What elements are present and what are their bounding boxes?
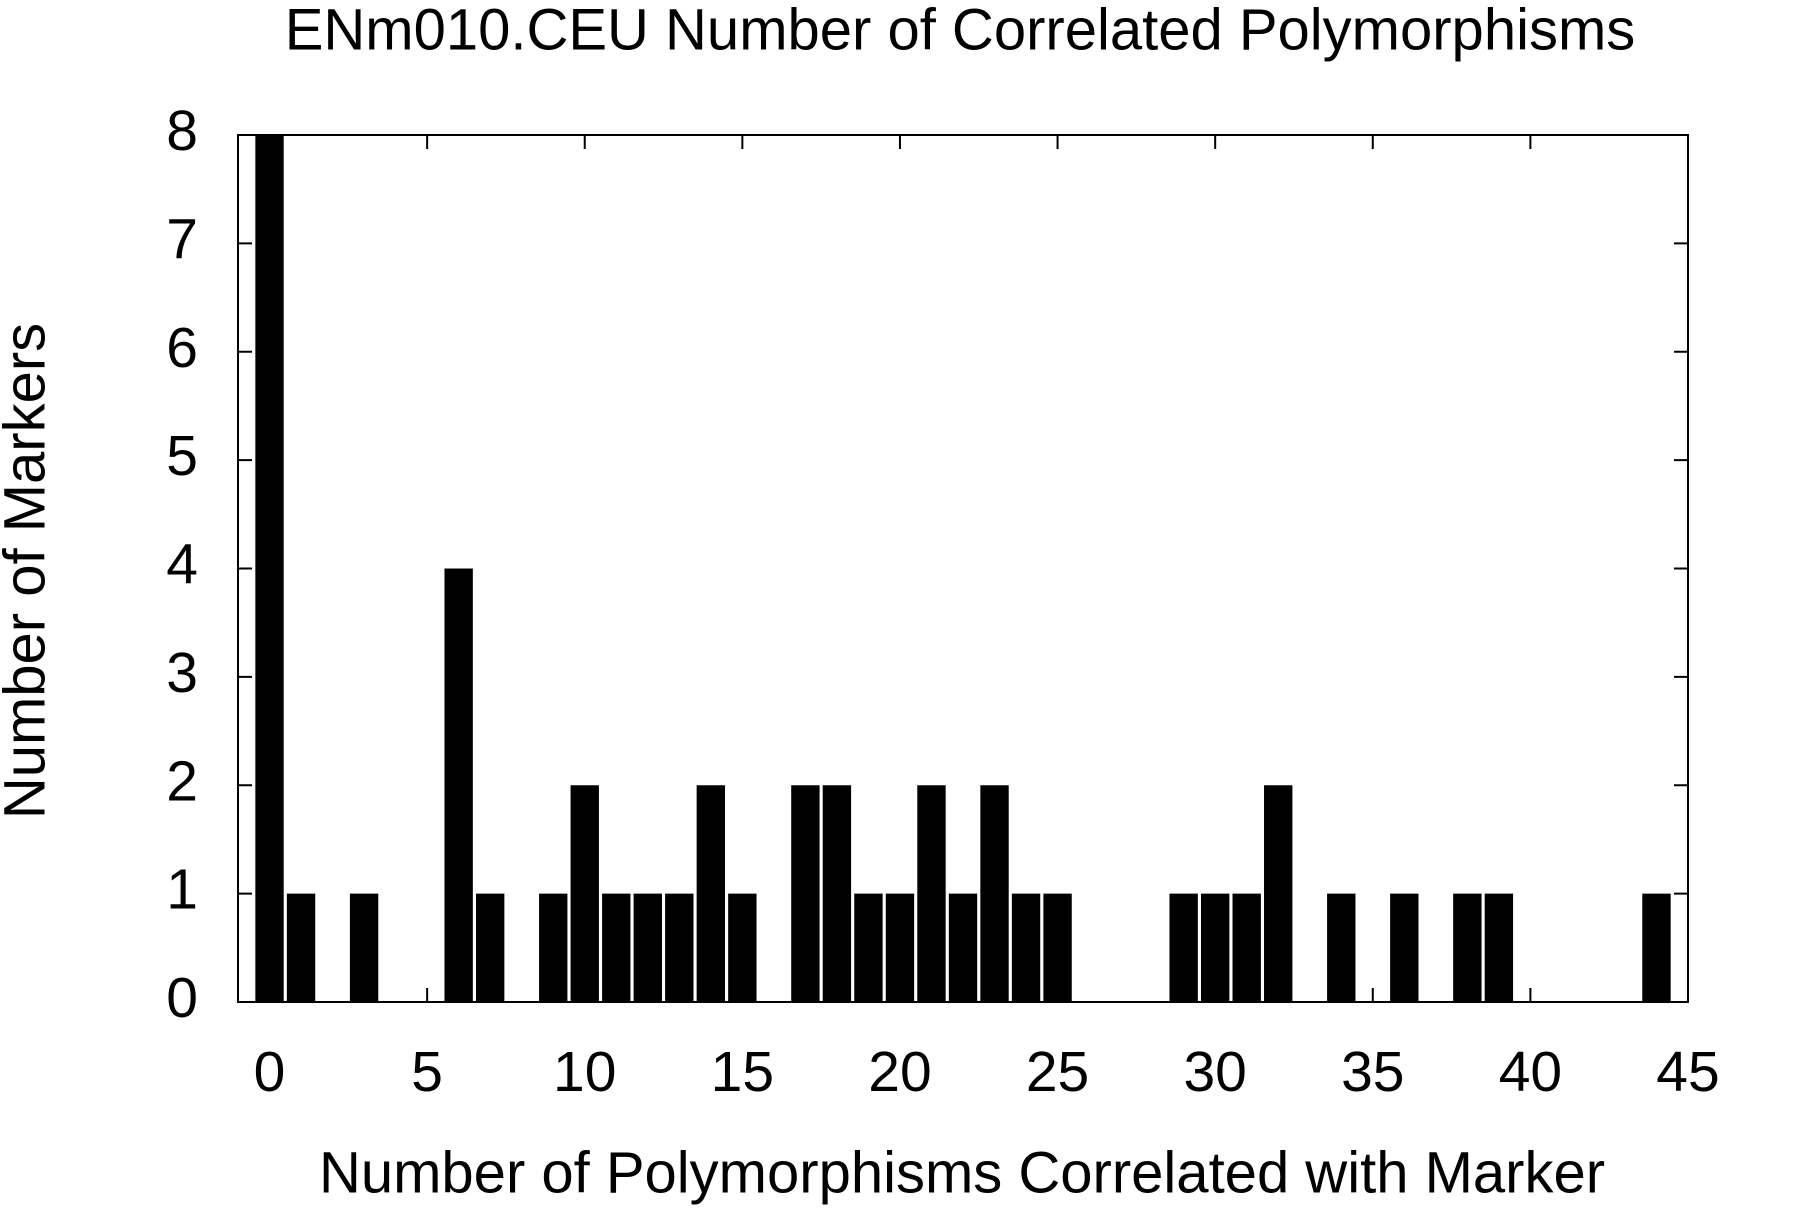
- bar: [854, 893, 883, 1002]
- y-tick-label: 7: [166, 207, 198, 271]
- y-tick-label: 5: [166, 424, 198, 488]
- y-tick-label: 3: [166, 641, 198, 705]
- y-axis-label: Number of Markers: [0, 323, 57, 819]
- bar: [633, 893, 662, 1002]
- bar: [728, 893, 757, 1002]
- x-tick-label: 15: [711, 1040, 774, 1104]
- x-tick-label: 45: [1656, 1040, 1719, 1104]
- bar: [791, 785, 820, 1002]
- bar: [980, 785, 1009, 1002]
- x-tick-label: 0: [254, 1040, 286, 1104]
- y-tick-label: 1: [166, 858, 198, 922]
- bar: [1642, 893, 1671, 1002]
- bar: [948, 893, 978, 1002]
- bar: [696, 785, 726, 1002]
- y-tick-label: 6: [166, 316, 198, 380]
- bar: [917, 785, 946, 1002]
- bar: [602, 893, 631, 1002]
- bar: [665, 893, 694, 1002]
- bar: [1390, 893, 1419, 1002]
- bar: [1264, 785, 1293, 1002]
- y-tick-label: 4: [166, 533, 198, 597]
- bar: [1169, 893, 1198, 1002]
- chart-title: ENm010.CEU Number of Correlated Polymorp…: [285, 0, 1636, 62]
- bar: [1453, 893, 1482, 1002]
- y-tick-label: 8: [166, 99, 198, 163]
- x-tick-label: 30: [1183, 1040, 1246, 1104]
- bar: [570, 785, 599, 1002]
- bar: [1043, 893, 1072, 1002]
- bar: [1484, 893, 1514, 1002]
- x-tick-label: 20: [868, 1040, 931, 1104]
- bar: [539, 893, 568, 1002]
- x-axis-label: Number of Polymorphisms Correlated with …: [319, 1140, 1605, 1205]
- x-tick-label: 10: [553, 1040, 616, 1104]
- bar: [349, 893, 379, 1002]
- bar: [255, 135, 284, 1002]
- x-tick-label: 40: [1499, 1040, 1562, 1104]
- bar: [286, 893, 316, 1002]
- bar: [1327, 893, 1356, 1002]
- y-tick-label: 0: [166, 966, 198, 1030]
- bar: [1232, 893, 1261, 1002]
- x-tick-label: 5: [411, 1040, 443, 1104]
- x-tick-label: 35: [1341, 1040, 1404, 1104]
- bar: [822, 785, 852, 1002]
- y-tick-label: 2: [166, 749, 198, 813]
- bar: [475, 893, 505, 1002]
- bar: [1200, 893, 1230, 1002]
- x-tick-label: 25: [1026, 1040, 1089, 1104]
- bar: [885, 893, 915, 1002]
- bar: [1011, 893, 1041, 1002]
- bar: [444, 568, 473, 1002]
